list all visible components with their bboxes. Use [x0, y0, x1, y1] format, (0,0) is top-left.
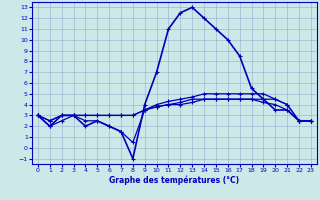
X-axis label: Graphe des températures (°C): Graphe des températures (°C) — [109, 176, 239, 185]
